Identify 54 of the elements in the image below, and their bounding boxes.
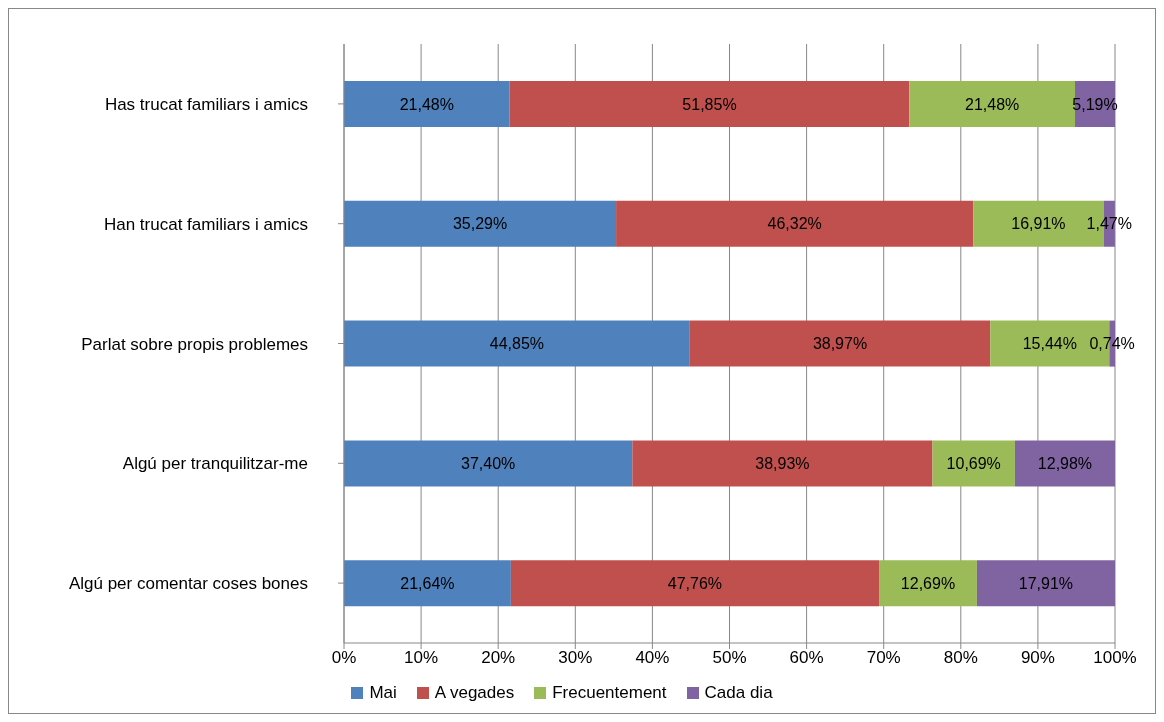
data-label: 21,48%: [965, 95, 1020, 113]
legend-label: Cada dia: [704, 683, 773, 703]
x-tick-label: 30%: [558, 648, 593, 668]
bar: [616, 200, 974, 247]
bar: [632, 440, 933, 487]
data-label: 37,40%: [461, 454, 516, 472]
y-tick-label: Parlat sobre propis problemes: [81, 334, 308, 354]
data-label: 16,91%: [1011, 215, 1066, 233]
bar: [344, 560, 511, 607]
x-tick-label: 90%: [1020, 648, 1055, 668]
data-label: 12,98%: [1037, 454, 1093, 472]
data-label: 17,91%: [1018, 574, 1074, 592]
x-tick-label: 0%: [331, 648, 357, 668]
legend-label: Frecuentement: [552, 683, 667, 703]
bar: [344, 440, 633, 487]
data-label: 47,76%: [667, 574, 723, 592]
bar: [510, 560, 880, 607]
x-tick-label: 10%: [404, 648, 439, 668]
legend-label: Mai: [369, 683, 397, 703]
data-label: 15,44%: [1022, 335, 1077, 353]
bar: [932, 440, 1015, 487]
bar: [909, 81, 1075, 127]
data-label: 44,85%: [489, 335, 545, 353]
bar: [879, 560, 977, 607]
bar: [344, 200, 617, 247]
data-label: 46,32%: [767, 215, 822, 233]
bar: [344, 81, 510, 127]
bar: [976, 560, 1115, 607]
data-label: 10,69%: [946, 454, 1001, 472]
data-label: 38,93%: [755, 454, 810, 472]
y-tick-label: Algú per tranquilitzar-me: [122, 454, 308, 474]
data-label: 21,64%: [400, 574, 455, 592]
data-label: 35,29%: [452, 215, 508, 233]
x-tick-label: 80%: [943, 648, 978, 668]
bar: [1014, 440, 1115, 487]
data-label: 51,85%: [682, 95, 737, 113]
x-tick-label: 70%: [866, 648, 901, 668]
y-tick-label: Algú per comentar coses bones: [68, 574, 308, 594]
legend-label: A vegades: [434, 683, 515, 703]
data-label: 21,48%: [399, 95, 454, 113]
x-tick-label: 50%: [712, 648, 747, 668]
y-tick-label: Han trucat familiars i amics: [103, 214, 308, 234]
x-tick-label: 60%: [789, 648, 824, 668]
data-label: 12,69%: [900, 574, 956, 592]
data-label: 0,74%: [1089, 335, 1135, 353]
bar: [509, 81, 910, 127]
data-label: 38,97%: [812, 335, 868, 353]
bar: [689, 320, 991, 367]
y-tick-label: Has trucat familiars i amics: [104, 94, 308, 114]
bar: [344, 320, 690, 367]
data-label: 1,47%: [1086, 215, 1132, 233]
x-tick-label: 40%: [635, 648, 670, 668]
x-tick-label: 100%: [1093, 648, 1137, 668]
x-tick-label: 20%: [481, 648, 516, 668]
